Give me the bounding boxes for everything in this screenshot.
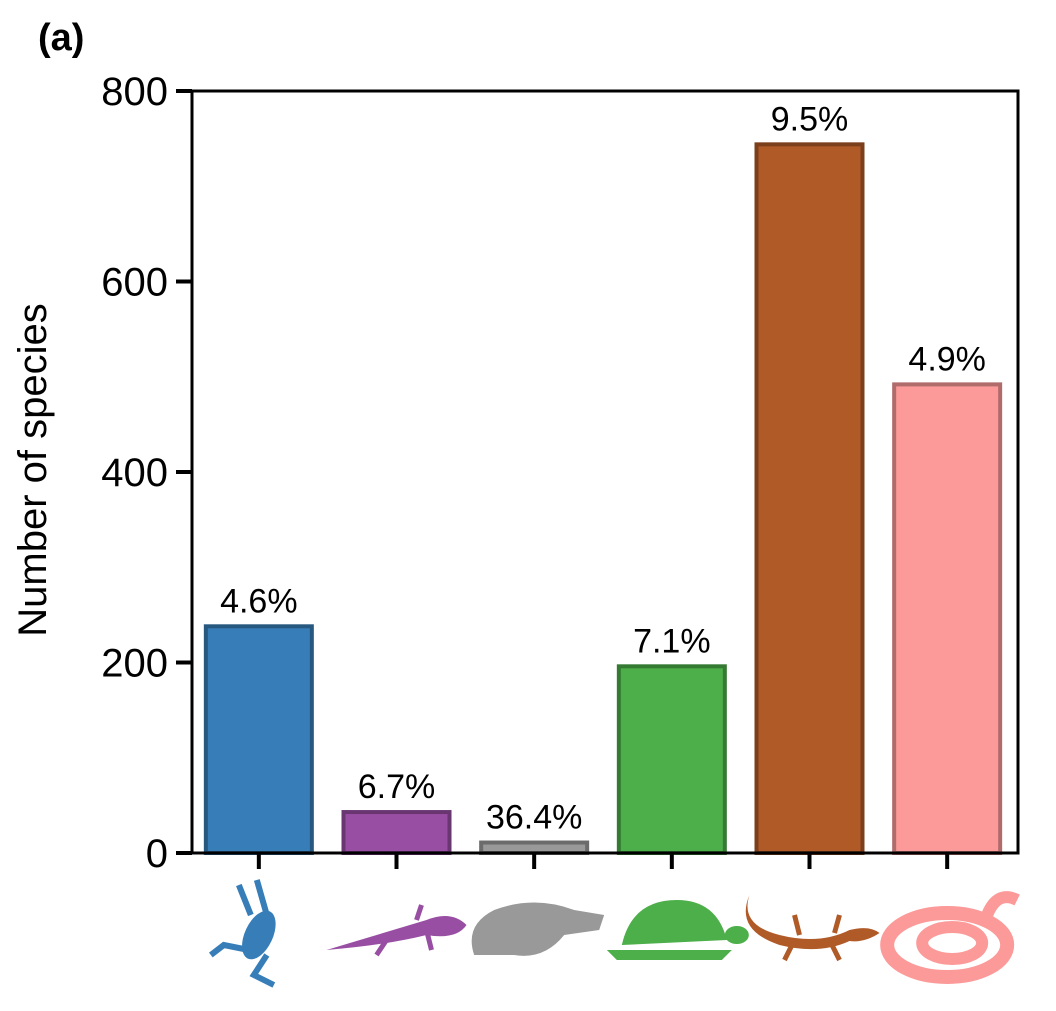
turtle-icon (606, 900, 749, 960)
frog-icon (209, 879, 276, 988)
data-label: 4.9% (908, 340, 986, 378)
plot-frame (190, 89, 1020, 855)
bar-crocodile (479, 840, 590, 856)
salamander-icon (326, 904, 467, 957)
data-label: 4.6% (220, 582, 298, 620)
y-tick-label: 0 (146, 832, 168, 876)
panel-label: (a) (38, 17, 84, 59)
y-tick-label: 400 (101, 451, 168, 495)
data-label: 9.5% (771, 100, 849, 138)
crocodile-icon (471, 902, 605, 956)
snake-icon (880, 891, 1020, 984)
bar-turtle (616, 664, 727, 855)
y-tick-label: 200 (101, 642, 168, 686)
lizard-icon (745, 895, 880, 962)
bar-lizard (754, 142, 865, 855)
bar-snake (892, 382, 1003, 855)
data-label: 36.4% (486, 799, 582, 837)
y-axis-label: Number of species (11, 303, 55, 636)
data-label: 7.1% (633, 622, 711, 660)
y-tick-label: 600 (101, 261, 168, 305)
bar-salamander (341, 810, 452, 855)
y-tick-label: 800 (101, 70, 168, 114)
bar-frog (203, 624, 314, 855)
data-label: 6.7% (358, 768, 436, 806)
